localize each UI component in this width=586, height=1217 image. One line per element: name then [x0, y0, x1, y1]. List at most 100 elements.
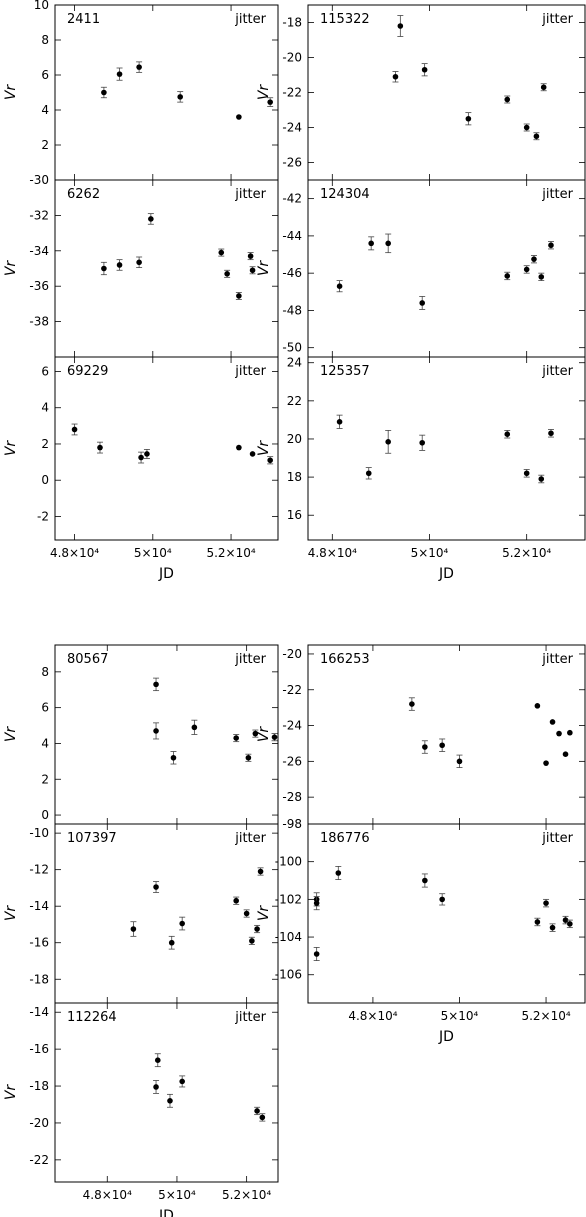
data-point — [504, 96, 511, 103]
x-tick-label: 5.2×10⁴ — [206, 546, 255, 560]
panel-id-label: 6262 — [67, 187, 100, 202]
y-tick-label: -18 — [282, 16, 302, 30]
data-point — [153, 728, 159, 734]
data-point — [534, 919, 541, 925]
y-tick-label: -44 — [282, 229, 302, 243]
x-tick-label: 5×10⁴ — [411, 546, 449, 560]
panel-id-label: 69229 — [67, 364, 108, 379]
panel-112264: -22 -20 -18 -16 -14 4.8×10⁴ 5×10⁴ 5.2×10⁴ JD Vr 11… — [3, 1002, 279, 1217]
y-tick-label: -24 — [282, 719, 302, 733]
panel-2411: 2 4 6 8 10 Vr 2411 jitter — [3, 0, 279, 181]
data-point — [179, 1078, 185, 1085]
x-axis-label: JD — [158, 1208, 174, 1217]
jitter-label: jitter — [541, 364, 573, 379]
y-axis-label: Vr — [256, 84, 272, 101]
y-tick-label: -42 — [282, 192, 302, 206]
data-point — [556, 730, 562, 737]
y-tick-label: -12 — [29, 863, 49, 877]
data-point — [313, 951, 320, 957]
data-point — [422, 877, 428, 884]
y-tick-label: -48 — [282, 303, 302, 317]
y-axis-label: Vr — [3, 440, 19, 457]
data-point — [385, 240, 391, 247]
data-point — [71, 426, 78, 433]
data-point — [267, 99, 273, 105]
y-tick-label: 8 — [41, 33, 49, 47]
y-tick-label: -18 — [29, 1079, 49, 1093]
y-axis-label: Vr — [3, 1084, 19, 1101]
panel-id-label: 166253 — [320, 652, 370, 667]
axis-frame — [54, 356, 279, 541]
data-point — [523, 266, 530, 273]
data-point — [439, 742, 445, 749]
y-axis-label: Vr — [3, 260, 19, 277]
data-point — [409, 701, 415, 707]
data-point — [548, 430, 554, 437]
x-tick-label: 5.2×10⁴ — [222, 1188, 271, 1202]
data-point — [336, 283, 343, 290]
data-point — [153, 681, 159, 688]
jitter-label: jitter — [234, 831, 266, 846]
x-tick-label: 5.2×10⁴ — [502, 546, 551, 560]
data-point — [419, 439, 426, 446]
data-point — [439, 896, 445, 903]
x-tick-label: 4.8×10⁴ — [50, 546, 99, 560]
data-point — [144, 451, 150, 457]
y-tick-label: 8 — [41, 665, 49, 679]
y-tick-label: 18 — [287, 470, 302, 484]
y-tick-label: -102 — [275, 892, 302, 906]
panel-id-label: 124304 — [320, 187, 370, 202]
y-tick-label: 6 — [41, 68, 49, 82]
y-axis-label: Vr — [256, 440, 272, 457]
data-point — [543, 760, 549, 766]
jitter-label: jitter — [234, 187, 266, 202]
y-tick-label: -46 — [282, 266, 302, 280]
y-tick-label: -20 — [282, 51, 302, 65]
panel-id-label: 186776 — [320, 831, 370, 846]
y-tick-label: -16 — [29, 936, 49, 950]
y-tick-label: -24 — [282, 121, 302, 135]
data-point — [236, 114, 242, 120]
data-point — [267, 457, 273, 464]
data-point — [504, 273, 511, 279]
y-tick-label: -28 — [282, 790, 302, 804]
data-point — [233, 735, 239, 741]
x-tick-label: 5×10⁴ — [158, 1188, 196, 1202]
axis-frame — [54, 1002, 279, 1183]
data-point — [567, 729, 573, 736]
data-point — [538, 476, 545, 482]
data-point — [191, 724, 198, 731]
data-point — [365, 470, 372, 477]
y-tick-label: -26 — [282, 754, 302, 768]
y-tick-label: -22 — [282, 86, 302, 100]
y-tick-label: -20 — [282, 647, 302, 661]
y-tick-label: -106 — [275, 968, 302, 982]
data-point — [101, 265, 107, 272]
data-point — [138, 454, 144, 461]
jitter-label: jitter — [234, 1010, 266, 1025]
panel-id-label: 115322 — [320, 12, 370, 27]
y-tick-label: -16 — [29, 1042, 49, 1056]
y-tick-label: -104 — [275, 930, 302, 944]
data-point — [504, 431, 511, 438]
y-axis-label: Vr — [256, 905, 272, 922]
y-tick-label: -34 — [29, 244, 49, 258]
y-tick-label: -32 — [29, 208, 49, 222]
data-point — [271, 734, 278, 740]
y-tick-label: 20 — [287, 432, 302, 446]
y-tick-label: 2 — [41, 772, 49, 786]
x-axis-label: JD — [438, 566, 454, 582]
y-axis-label: Vr — [3, 84, 19, 101]
data-point — [538, 274, 545, 280]
panel-id-label: 112264 — [67, 1010, 117, 1025]
x-tick-label: 5×10⁴ — [441, 1009, 479, 1023]
y-tick-label: 22 — [287, 394, 302, 408]
axis-frame — [54, 179, 279, 358]
panel-6262: -38 -36 -34 -32 -30 Vr 6262 jitter — [3, 173, 279, 358]
y-axis-label: Vr — [3, 726, 19, 743]
data-point — [254, 1108, 260, 1114]
y-tick-label: 24 — [287, 356, 302, 370]
y-tick-label: -14 — [29, 899, 49, 913]
data-point — [335, 870, 342, 876]
y-tick-label: -2 — [37, 509, 49, 523]
